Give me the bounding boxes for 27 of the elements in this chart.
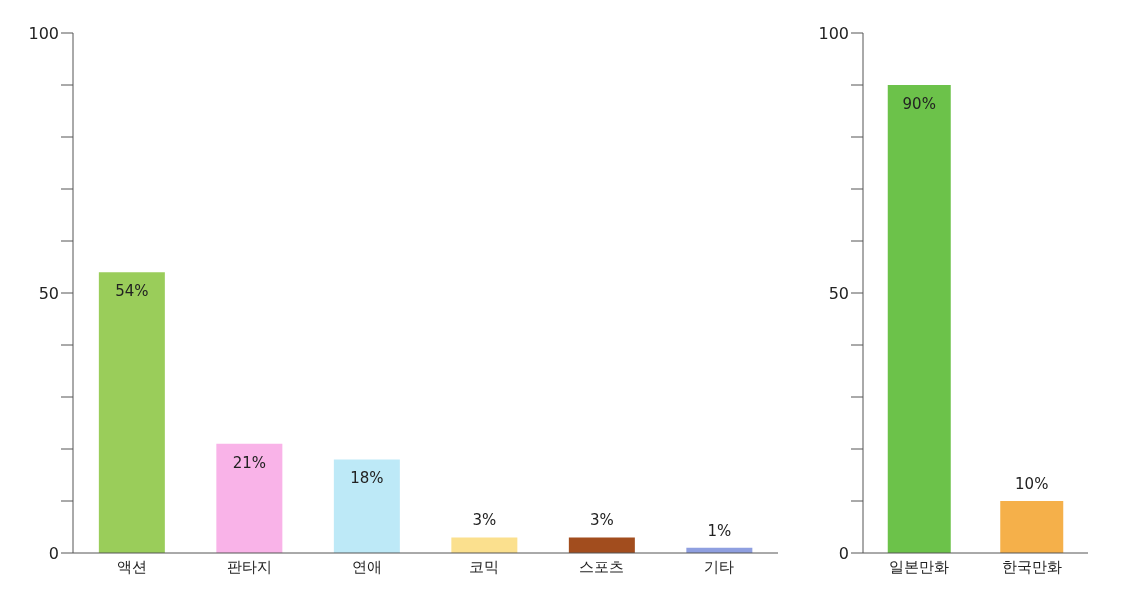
bar — [216, 443, 283, 553]
y-tick-label: 0 — [48, 543, 59, 563]
data-label: 21% — [232, 453, 267, 472]
data-label: 90% — [902, 95, 936, 113]
data-label: 1% — [707, 521, 732, 540]
x-tick-label: 연애 — [351, 557, 382, 576]
data-label: 3% — [589, 511, 614, 530]
y-tick-label: 50 — [828, 283, 849, 303]
y-tick-label: 100 — [818, 23, 849, 43]
data-label: 54% — [115, 282, 149, 301]
y-tick-label: 100 — [28, 23, 59, 43]
x-tick-label: 기타 — [704, 557, 735, 576]
bar — [333, 459, 400, 553]
x-tick-label: 코믹 — [469, 557, 500, 576]
data-label: 3% — [472, 511, 497, 530]
x-tick-label: 액션 — [116, 557, 147, 576]
x-tick-label: 판타지 — [226, 557, 272, 576]
x-tick-label: 스포츠 — [579, 557, 625, 576]
y-tick-label: 50 — [38, 283, 59, 303]
bar — [568, 537, 635, 553]
data-label: 18% — [350, 469, 384, 488]
x-tick-label: 한국만화 — [1001, 557, 1062, 576]
x-tick-label: 일본만화 — [889, 557, 950, 576]
bar — [98, 272, 165, 553]
bar — [451, 537, 518, 553]
y-tick-label: 0 — [838, 543, 849, 563]
data-label: 10% — [1015, 475, 1049, 493]
